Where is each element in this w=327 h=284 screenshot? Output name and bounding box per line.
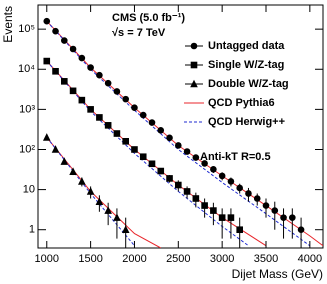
x-tick-label: 2000 (122, 253, 146, 265)
legend-label: QCD Pythia6 (208, 97, 275, 109)
data-point (69, 87, 77, 95)
fit-curve (46, 20, 323, 247)
annotation: Anti-kT R=0.5 (200, 151, 271, 163)
data-point (183, 148, 191, 155)
data-point (139, 111, 147, 119)
data-point (227, 178, 235, 185)
y-axis-label: Events (1, 6, 15, 43)
y-tick-label: 10⁴ (18, 63, 35, 75)
data-point (87, 106, 94, 113)
data-point (96, 71, 103, 79)
x-axis-label: Dijet Mass (GeV) (232, 267, 323, 281)
data-point (236, 226, 243, 234)
data-point (78, 177, 86, 185)
data-point (78, 96, 86, 104)
data-point (245, 190, 252, 197)
data-point (218, 172, 226, 180)
x-tick-label: 3000 (210, 253, 234, 265)
x-tick-label: 1500 (78, 253, 102, 265)
data-point (104, 206, 112, 214)
plot-frame (37, 4, 324, 249)
y-tick-label: 10 (23, 184, 35, 196)
data-point (157, 167, 165, 175)
data-point (104, 122, 112, 129)
y-tick-label: 10³ (19, 103, 35, 115)
y-tick-label: 10⁵ (18, 23, 35, 35)
data-point (280, 214, 287, 221)
data-point (69, 45, 77, 53)
data-point (113, 213, 121, 221)
data-point (157, 127, 165, 134)
data-point (218, 214, 226, 221)
data-point (113, 130, 121, 137)
data-point (87, 64, 94, 71)
data-point (262, 202, 270, 209)
data-point (104, 79, 112, 87)
data-point (271, 207, 279, 214)
data-point (139, 153, 147, 161)
legend-marker (190, 61, 198, 69)
data-point (122, 137, 129, 145)
data-point (148, 160, 156, 168)
data-point (69, 167, 77, 175)
data-point (131, 104, 138, 112)
legend-label: Single W/Z-tag (208, 59, 284, 71)
y-tick-label: 10² (19, 143, 35, 155)
data-point (192, 195, 200, 202)
data-point (113, 88, 121, 95)
data-point (227, 214, 235, 221)
plot-area (42, 17, 323, 248)
data-point (192, 154, 200, 161)
y-tick-label: 1 (29, 224, 35, 236)
data-point (166, 134, 173, 142)
data-point (51, 145, 60, 153)
data-point (121, 225, 130, 234)
data-point (52, 27, 59, 35)
data-point (236, 184, 243, 192)
data-point (96, 114, 103, 121)
x-tick-label: 4000 (298, 253, 322, 265)
data-point (297, 226, 305, 234)
data-point (122, 95, 129, 103)
data-point (78, 54, 86, 62)
data-point (201, 160, 208, 167)
fit-curve (46, 20, 311, 247)
data-point (43, 57, 51, 65)
data-point (60, 157, 69, 165)
legend-marker (190, 79, 198, 88)
data-point (175, 181, 182, 189)
data-point (166, 175, 173, 182)
legend-label: QCD Herwig++ (208, 116, 285, 128)
annotation: CMS (5.0 fb⁻¹) (112, 12, 185, 24)
data-point (175, 142, 182, 149)
x-tick-label: 2500 (166, 253, 190, 265)
data-point (43, 17, 51, 25)
data-point (95, 197, 104, 205)
data-point (210, 207, 217, 214)
data-point (61, 37, 68, 44)
data-point (253, 195, 261, 202)
x-tick-label: 1000 (35, 253, 59, 265)
data-point (61, 78, 68, 85)
data-point (148, 119, 156, 126)
fit-curve (46, 137, 162, 248)
data-point (42, 133, 51, 141)
data-point (52, 67, 59, 75)
data-point (201, 202, 208, 209)
data-point (210, 166, 217, 173)
annotation: √s = 7 TeV (112, 27, 166, 39)
data-point (131, 146, 138, 153)
legend-label: Untagged data (208, 40, 285, 52)
legend-marker (190, 42, 198, 50)
data-point (86, 187, 95, 195)
legend-label: Double W/Z-tag (208, 78, 289, 90)
x-tick-label: 3500 (254, 253, 278, 265)
data-point (289, 214, 296, 221)
data-point (183, 188, 191, 195)
